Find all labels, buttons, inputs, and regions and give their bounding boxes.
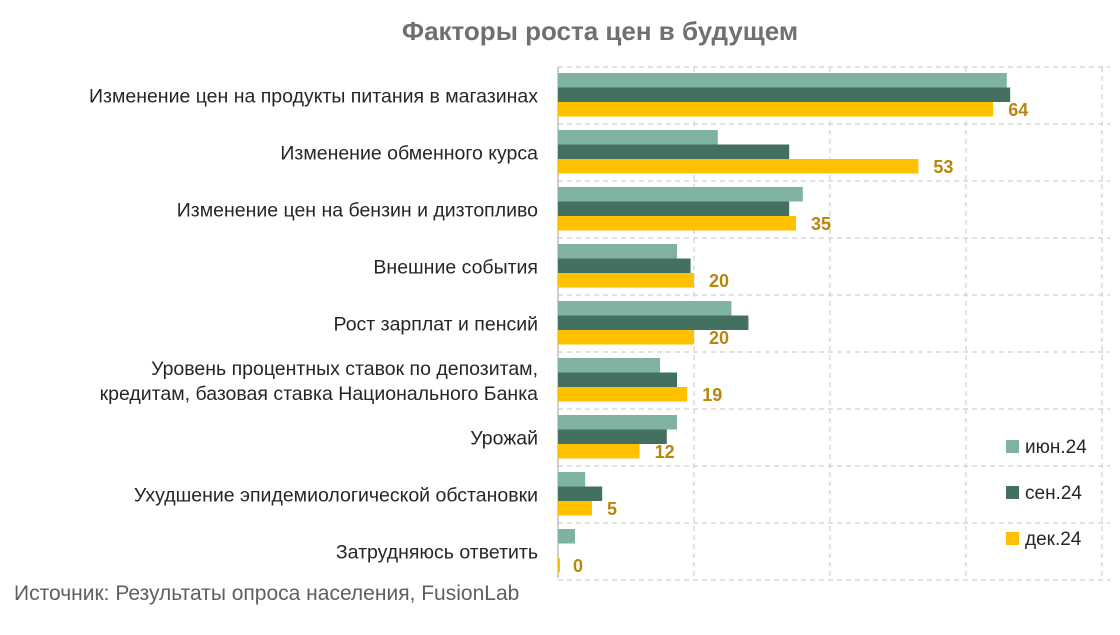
legend-swatch	[1006, 532, 1019, 545]
bar-3	[558, 444, 640, 459]
bar-3	[558, 159, 919, 174]
bar-1	[558, 187, 803, 202]
bar-1	[558, 472, 586, 487]
bar-2	[558, 372, 677, 387]
bar-3	[558, 501, 592, 516]
category-label: кредитам, базовая ставка Национального Б…	[100, 383, 539, 405]
data-label: 20	[709, 328, 729, 348]
data-label: 20	[709, 271, 729, 291]
category-label: Внешние события	[373, 257, 538, 279]
legend-label: сен.24	[1025, 483, 1082, 504]
bar-1	[558, 529, 575, 544]
legend-swatch	[1006, 440, 1019, 453]
bar-1	[558, 358, 660, 373]
category-label: Уровень процентных ставок по депозитам,	[151, 358, 538, 380]
data-label: 12	[655, 442, 675, 462]
category-labels: Изменение цен на продукты питания в мага…	[89, 86, 538, 564]
bar-1	[558, 415, 677, 430]
data-label: 35	[811, 214, 831, 234]
data-label: 0	[573, 556, 583, 576]
bar-2	[558, 315, 749, 330]
bar-3	[558, 330, 694, 345]
category-label: Изменение цен на продукты питания в мага…	[89, 86, 538, 108]
legend-swatch	[1006, 486, 1019, 499]
legend-label: дек.24	[1025, 529, 1082, 550]
bar-2	[558, 486, 603, 501]
category-label: Рост зарплат и пенсий	[334, 314, 538, 336]
data-label: 19	[702, 385, 722, 405]
category-label: Изменение цен на бензин и дизтопливо	[177, 200, 538, 222]
bar-2	[558, 87, 1011, 102]
bar-2	[558, 144, 790, 159]
category-label: Затрудняюсь ответить	[336, 542, 538, 564]
bar-2	[558, 201, 790, 216]
bar-3	[558, 102, 994, 117]
bar-3	[558, 273, 694, 288]
category-label: Урожай	[470, 428, 538, 450]
data-label: 64	[1008, 100, 1028, 120]
bars	[558, 73, 1011, 573]
bar-3	[558, 387, 688, 402]
bar-1	[558, 73, 1007, 88]
bar-1	[558, 244, 677, 259]
bar-3	[558, 558, 560, 573]
source-note: Источник: Результаты опроса населения, F…	[14, 582, 520, 605]
legend-label: июн.24	[1025, 437, 1087, 458]
data-label: 53	[933, 157, 953, 177]
legend: июн.24 сен.24 дек.24	[1006, 437, 1087, 550]
data-label: 5	[607, 499, 617, 519]
chart-title: Факторы роста цен в будущем	[401, 16, 799, 46]
category-label: Ухудшение эпидемиологической обстановки	[134, 485, 538, 507]
bar-1	[558, 301, 732, 316]
value-labels: 64 53 35 20 20 19 12 5 0	[573, 100, 1028, 576]
bar-2	[558, 258, 691, 273]
bar-3	[558, 216, 796, 231]
bar-1	[558, 130, 718, 145]
bar-2	[558, 429, 667, 444]
category-label: Изменение обменного курса	[280, 143, 538, 165]
